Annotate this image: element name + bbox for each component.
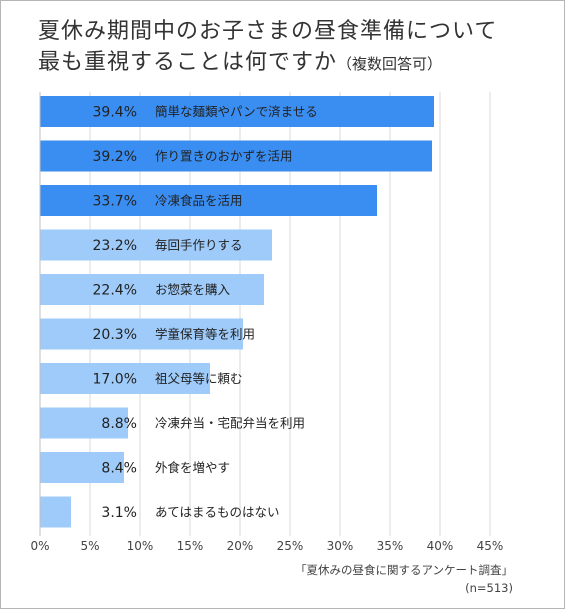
value-label: 33.7% [93, 194, 137, 210]
title-line-2: 最も重視することは何ですか（複数回答可） [38, 47, 558, 80]
value-label: 17.0% [93, 372, 137, 388]
category-label: 作り置きのおかずを活用 [155, 149, 293, 164]
bar [40, 496, 71, 528]
x-tick-label: 10% [127, 539, 154, 553]
bar [40, 407, 128, 439]
x-tick-label: 40% [427, 539, 454, 553]
category-label: 冷凍食品を活用 [155, 193, 243, 208]
x-tick-label: 35% [377, 539, 404, 553]
x-tick-label: 30% [327, 539, 354, 553]
bar [40, 185, 377, 216]
x-tick-label: 45% [477, 539, 504, 553]
title-line-1: 夏休み期間中のお子さまの昼食準備について [38, 19, 498, 44]
x-tick-label: 15% [177, 539, 204, 553]
category-label: 簡単な麺類やパンで済ませる [155, 104, 318, 119]
category-label: 冷凍弁当・宅配弁当を利用 [155, 416, 305, 431]
bar [40, 229, 272, 261]
bar [40, 318, 243, 350]
value-label: 8.4% [101, 461, 137, 477]
x-tick-label: 5% [80, 539, 99, 553]
category-label: 学童保育等を利用 [155, 327, 255, 342]
bar [40, 274, 264, 305]
value-label: 39.2% [93, 149, 137, 165]
category-label: あてはまるものはない [155, 505, 280, 520]
x-tick-label: 0% [30, 539, 49, 553]
value-label: 39.4% [93, 105, 137, 121]
bar [40, 363, 210, 394]
category-label: 毎回手作りする [155, 238, 243, 253]
bar [40, 140, 432, 172]
source-survey-name: 「夏休みの昼食に関するアンケート調査」 [294, 563, 513, 577]
category-label: 祖父母等に頼む [155, 371, 243, 386]
source-sample-size: (n=513) [465, 581, 513, 595]
x-tick-label: 25% [277, 539, 304, 553]
title-line-2-text: 最も重視することは何ですか [38, 50, 338, 75]
chart-title: 夏休み期間中のお子さまの昼食準備について 最も重視することは何ですか（複数回答可… [38, 16, 558, 80]
value-label: 8.8% [101, 416, 137, 432]
bar [40, 452, 124, 483]
value-label: 22.4% [93, 283, 137, 299]
title-note: （複数回答可） [337, 55, 443, 73]
category-label: お惣菜を購入 [155, 282, 231, 297]
x-tick-label: 20% [227, 539, 254, 553]
value-label: 23.2% [93, 238, 137, 254]
source-note: 「夏休みの昼食に関するアンケート調査」 (n=513) [295, 561, 513, 597]
bar [40, 96, 434, 127]
value-label: 3.1% [101, 505, 137, 521]
value-label: 20.3% [93, 327, 137, 343]
category-label: 外食を増やす [155, 460, 230, 475]
